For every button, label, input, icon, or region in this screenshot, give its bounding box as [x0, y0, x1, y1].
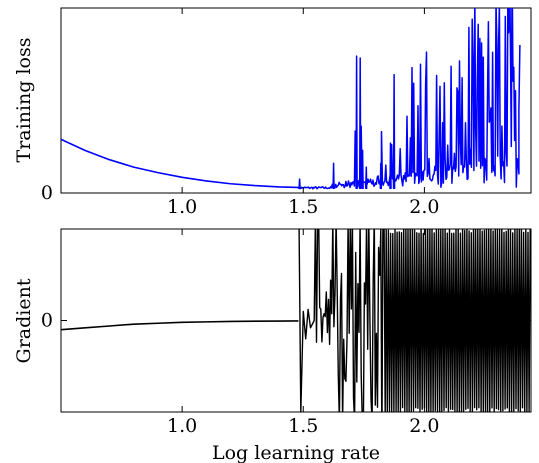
- gradient-x-axis-label: Log learning rate: [212, 442, 380, 463]
- volatile-series-line: [297, 8, 521, 190]
- x-tick-label: 2.0: [409, 415, 439, 437]
- y-tick-label: 0: [41, 182, 53, 204]
- x-tick-label: 1.5: [288, 196, 318, 218]
- training-loss-y-axis-label: Training loss: [13, 38, 35, 163]
- gradient-panel: 1.0 1.5 2.0 0 Gradient Log learning rate: [13, 228, 532, 463]
- volatile-series-line: [298, 229, 531, 412]
- training-loss-y-ticks: 0: [41, 182, 531, 204]
- smooth-series-line: [61, 138, 299, 189]
- training-loss-x-ticks: 1.0 1.5 2.0: [167, 8, 440, 218]
- x-tick-label: 1.0: [167, 415, 197, 437]
- gradient-x-ticks: 1.0 1.5 2.0: [167, 229, 440, 437]
- x-tick-label: 1.5: [288, 415, 318, 437]
- x-tick-label: 1.0: [167, 196, 197, 218]
- training-loss-plot-frame: [60, 7, 532, 194]
- gradient-series: [61, 229, 531, 412]
- y-tick-label: 0: [41, 310, 53, 332]
- training-loss-panel: 1.0 1.5 2.0 0 Training loss: [13, 7, 532, 218]
- gradient-y-ticks: 0: [41, 310, 531, 332]
- gradient-y-axis-label: Gradient: [13, 278, 35, 363]
- x-tick-label: 2.0: [409, 196, 439, 218]
- training-loss-series: [61, 8, 521, 190]
- smooth-series-line: [61, 320, 299, 331]
